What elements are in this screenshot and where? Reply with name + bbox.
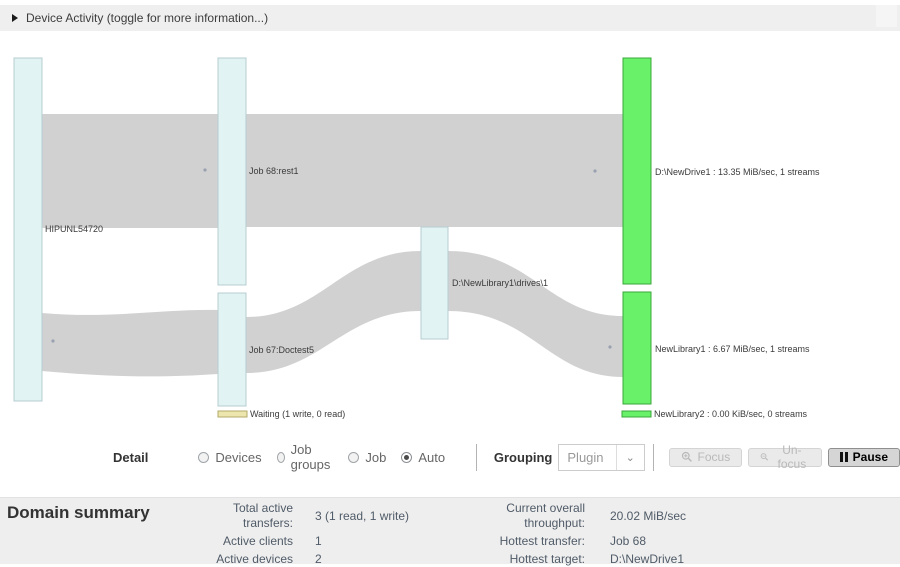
flow-particle-dot — [593, 169, 597, 173]
unfocus-button-label: Un-focus — [777, 443, 807, 471]
stat-value: 20.02 MiB/sec — [610, 508, 687, 523]
summary-title: Domain summary — [7, 503, 150, 522]
flow-client-to-job67[interactable] — [42, 309, 218, 377]
zoom-in-icon — [681, 451, 692, 462]
radio-auto[interactable]: Auto — [401, 450, 445, 465]
stat-label: Hottest target: — [509, 552, 585, 566]
grouping-value: Plugin — [567, 449, 604, 465]
device-activity-header[interactable]: Device Activity (toggle for more informa… — [0, 5, 900, 31]
node-label-newdrive1: D:\NewDrive1 : 13.35 MiB/sec, 1 streams — [655, 167, 820, 177]
radio-label: Job — [365, 449, 387, 465]
radio-job-groups[interactable]: Job groups — [276, 442, 334, 472]
divider — [476, 443, 477, 471]
chevron-down-icon[interactable]: ⌄ — [615, 444, 644, 470]
divider — [652, 443, 654, 471]
node-target-newlibrary1[interactable] — [622, 291, 652, 405]
pause-button-label: Pause — [852, 450, 889, 464]
collapse-triangle-icon[interactable] — [12, 14, 18, 22]
controls-bar: Detail Devices Job groups Job Auto Group… — [0, 441, 900, 473]
node-job68[interactable] — [217, 57, 247, 286]
zoom-out-icon — [760, 453, 769, 461]
radio-job[interactable]: Job — [348, 450, 386, 465]
scrollbar[interactable] — [876, 5, 897, 27]
radio-label: Devices — [215, 449, 262, 465]
summary-left-stats: Total active transfers: 3 (1 read, 1 wri… — [205, 501, 409, 567]
flow-job67-to-newlibrary1[interactable] — [246, 251, 623, 377]
node-label-newlibrary1: NewLibrary1 : 6.67 MiB/sec, 1 streams — [655, 344, 810, 354]
radio-icon — [348, 451, 360, 463]
node-label-newlibrary2: NewLibrary2 : 0.00 KiB/sec, 0 streams — [654, 409, 808, 419]
header-title: Device Activity (toggle for more informa… — [26, 11, 269, 25]
focus-button-label: Focus — [697, 450, 731, 464]
node-job67[interactable] — [217, 292, 247, 407]
sankey-diagram: HIPUNL54720 Job 68:rest1 Job 67:Doctest5… — [13, 57, 820, 419]
radio-icon — [401, 451, 413, 463]
flow-particle-dot — [608, 345, 612, 349]
stat-value: D:\NewDrive1 — [610, 552, 685, 566]
radio-devices[interactable]: Devices — [198, 449, 262, 465]
flow-client-to-job68[interactable] — [42, 114, 218, 228]
domain-summary: Domain summary Total active transfers: 3… — [0, 497, 900, 567]
grouping-label: Grouping — [493, 449, 553, 465]
radio-icon — [276, 451, 285, 463]
node-label-client: HIPUNL54720 — [45, 224, 104, 234]
node-label-waiting: Waiting (1 write, 0 read) — [250, 409, 346, 419]
stat-label: Hottest transfer: — [499, 534, 585, 548]
stat-value: Job 68 — [610, 534, 647, 548]
node-waiting[interactable] — [217, 410, 248, 418]
stat-label: Current overall throughput: — [506, 501, 585, 530]
node-label-drive: D:\NewLibrary1\drives\1 — [452, 278, 549, 288]
pause-icon — [839, 452, 848, 462]
stat-label: Active devices — [216, 552, 293, 566]
summary-right-stats: Current overall throughput: 20.02 MiB/se… — [477, 501, 686, 567]
node-label-job68: Job 68:rest1 — [249, 166, 299, 176]
stat-value: 1 — [315, 534, 322, 548]
grouping-select[interactable]: Plugin ⌄ — [558, 443, 645, 471]
stat-label: Total active transfers: — [232, 501, 293, 530]
sankey-canvas — [13, 57, 652, 418]
node-label-job67: Job 67:Doctest5 — [249, 345, 315, 355]
node-client-hipunl54720[interactable] — [13, 57, 43, 402]
focus-button[interactable]: Focus — [668, 447, 743, 467]
flow-job68-to-newdrive1[interactable] — [246, 114, 623, 227]
stat-label: Active clients — [222, 534, 293, 548]
flow-particle-dot — [203, 168, 207, 172]
stat-value: 2 — [315, 552, 322, 566]
radio-icon — [198, 451, 210, 463]
node-target-newdrive1[interactable] — [622, 57, 652, 285]
detail-radio-group: Devices Job groups Job Auto — [198, 442, 445, 472]
node-target-newlibrary2[interactable] — [621, 410, 652, 418]
detail-label: Detail — [113, 449, 149, 465]
stat-value: 3 (1 read, 1 write) — [315, 508, 410, 523]
node-drive-newlibrary1[interactable] — [420, 226, 449, 340]
unfocus-button[interactable]: Un-focus — [748, 443, 822, 471]
radio-label: Job groups — [290, 442, 331, 472]
flow-particle-dot — [51, 339, 55, 343]
radio-label: Auto — [418, 449, 446, 465]
pause-button[interactable]: Pause — [827, 447, 900, 467]
